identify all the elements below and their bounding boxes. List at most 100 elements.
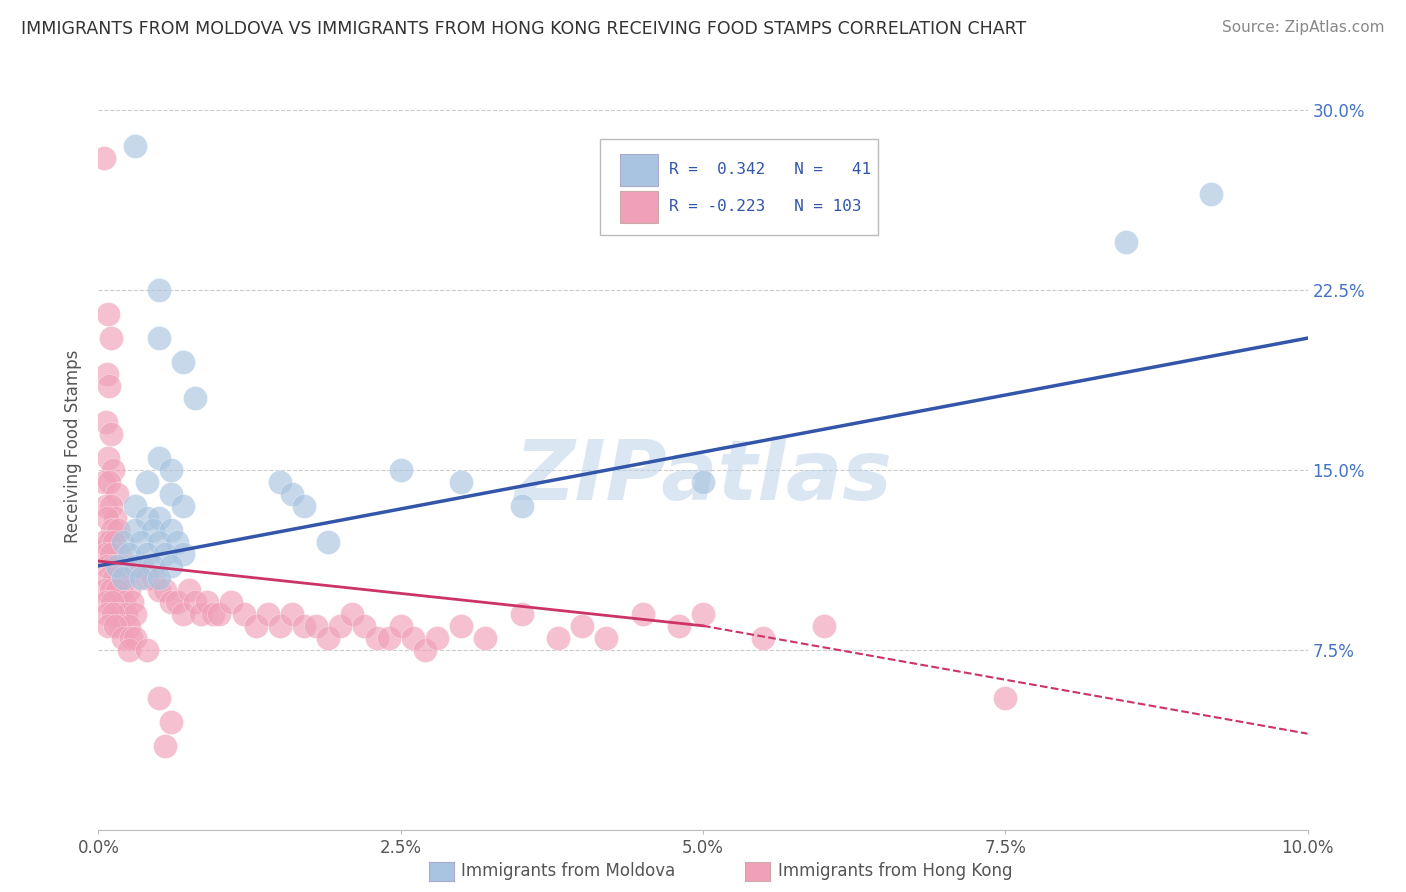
Text: Source: ZipAtlas.com: Source: ZipAtlas.com bbox=[1222, 20, 1385, 35]
Point bbox=[474, 631, 496, 645]
Point bbox=[389, 463, 412, 477]
Point bbox=[108, 547, 131, 561]
Point bbox=[547, 631, 569, 645]
Point bbox=[129, 558, 152, 573]
Point bbox=[232, 607, 254, 621]
Point bbox=[135, 547, 157, 561]
Point bbox=[96, 607, 118, 621]
Point bbox=[353, 619, 375, 633]
Point bbox=[100, 331, 122, 345]
Point bbox=[329, 619, 352, 633]
Point bbox=[426, 631, 449, 645]
Text: IMMIGRANTS FROM MOLDOVA VS IMMIGRANTS FROM HONG KONG RECEIVING FOOD STAMPS CORRE: IMMIGRANTS FROM MOLDOVA VS IMMIGRANTS FR… bbox=[21, 20, 1026, 37]
Point bbox=[129, 534, 152, 549]
Point bbox=[135, 642, 157, 657]
Point bbox=[450, 475, 472, 489]
Point bbox=[129, 571, 152, 585]
Point bbox=[118, 642, 141, 657]
Point bbox=[100, 499, 122, 513]
Point bbox=[208, 607, 231, 621]
Point bbox=[148, 283, 170, 297]
Point bbox=[153, 739, 176, 753]
Point bbox=[256, 607, 278, 621]
Point bbox=[160, 558, 183, 573]
Point bbox=[94, 547, 117, 561]
Point bbox=[112, 595, 135, 609]
FancyBboxPatch shape bbox=[620, 153, 658, 186]
Point bbox=[510, 607, 533, 621]
Point bbox=[135, 475, 157, 489]
Point bbox=[269, 619, 291, 633]
Point bbox=[96, 367, 118, 381]
Point bbox=[316, 631, 339, 645]
Point bbox=[97, 450, 120, 465]
Point bbox=[110, 582, 132, 597]
Point bbox=[148, 690, 170, 705]
Point bbox=[124, 558, 146, 573]
Point bbox=[366, 631, 388, 645]
Point bbox=[108, 571, 131, 585]
Point bbox=[172, 355, 194, 369]
Point bbox=[124, 523, 146, 537]
Point bbox=[94, 595, 117, 609]
Point bbox=[124, 499, 146, 513]
Point bbox=[510, 499, 533, 513]
Point bbox=[153, 582, 176, 597]
Point bbox=[104, 558, 127, 573]
Point bbox=[1115, 235, 1137, 250]
Point bbox=[100, 523, 122, 537]
Point bbox=[97, 619, 120, 633]
Point bbox=[111, 631, 134, 645]
Point bbox=[153, 547, 176, 561]
Point bbox=[148, 534, 170, 549]
FancyBboxPatch shape bbox=[600, 139, 879, 235]
Point bbox=[100, 547, 122, 561]
Point bbox=[450, 619, 472, 633]
Point bbox=[105, 487, 128, 501]
Point bbox=[97, 571, 120, 585]
Point bbox=[107, 523, 129, 537]
Point bbox=[668, 619, 690, 633]
Point bbox=[631, 607, 654, 621]
Point bbox=[292, 619, 315, 633]
Point bbox=[1199, 187, 1222, 202]
Point bbox=[107, 607, 129, 621]
Point bbox=[142, 571, 165, 585]
Point bbox=[101, 607, 124, 621]
Point bbox=[94, 499, 117, 513]
Point bbox=[389, 619, 412, 633]
Point bbox=[571, 619, 593, 633]
Point bbox=[111, 534, 134, 549]
Point bbox=[148, 450, 170, 465]
Point bbox=[994, 690, 1017, 705]
Point bbox=[245, 619, 267, 633]
Point bbox=[100, 582, 122, 597]
Point bbox=[135, 511, 157, 525]
Point bbox=[595, 631, 617, 645]
Point bbox=[104, 619, 127, 633]
Point bbox=[377, 631, 399, 645]
Point bbox=[98, 475, 121, 489]
Text: ZIPatlas: ZIPatlas bbox=[515, 436, 891, 517]
Point bbox=[114, 571, 136, 585]
Point bbox=[221, 595, 243, 609]
Point bbox=[104, 511, 127, 525]
Point bbox=[160, 523, 183, 537]
FancyBboxPatch shape bbox=[620, 191, 658, 223]
Point bbox=[342, 607, 364, 621]
Point bbox=[96, 558, 118, 573]
Point bbox=[166, 595, 188, 609]
Point bbox=[118, 582, 141, 597]
Point bbox=[148, 571, 170, 585]
Text: Immigrants from Hong Kong: Immigrants from Hong Kong bbox=[778, 863, 1012, 880]
Point bbox=[98, 379, 121, 393]
Point bbox=[103, 534, 125, 549]
Point bbox=[94, 415, 117, 429]
Point bbox=[108, 619, 131, 633]
Point bbox=[202, 607, 225, 621]
Point bbox=[292, 499, 315, 513]
Text: R =  0.342   N =   41: R = 0.342 N = 41 bbox=[669, 162, 872, 178]
Point bbox=[93, 534, 115, 549]
Point bbox=[135, 571, 157, 585]
Point bbox=[160, 714, 183, 729]
